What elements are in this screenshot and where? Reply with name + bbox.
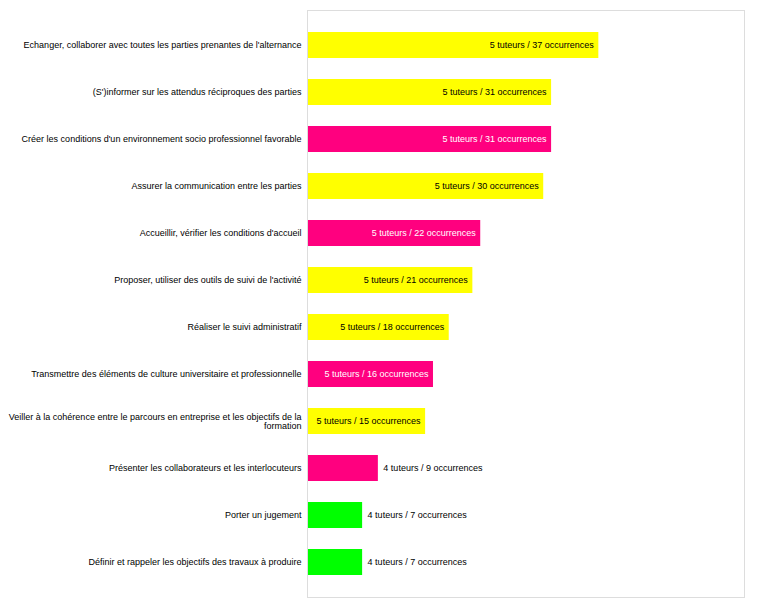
svg-text:(S')informer sur les attendus: (S')informer sur les attendus réciproque… xyxy=(93,87,302,97)
svg-text:5 tuteurs / 16 occurrences: 5 tuteurs / 16 occurrences xyxy=(324,369,429,379)
svg-text:Présenter les collaborateurs e: Présenter les collaborateurs et les inte… xyxy=(109,463,302,473)
svg-text:5 tuteurs / 31 occurrences: 5 tuteurs / 31 occurrences xyxy=(443,87,548,97)
svg-text:Veiller à la cohérence entre l: Veiller à la cohérence entre le parcours… xyxy=(9,412,302,431)
svg-text:Proposer, utiliser des outils: Proposer, utiliser des outils de suivi d… xyxy=(114,275,301,285)
svg-text:5 tuteurs / 30 occurrences: 5 tuteurs / 30 occurrences xyxy=(435,181,540,191)
svg-text:Porter un jugement: Porter un jugement xyxy=(225,510,302,520)
svg-text:5 tuteurs / 37 occurrences: 5 tuteurs / 37 occurrences xyxy=(490,40,595,50)
svg-text:Assurer la communication entre: Assurer la communication entre les parti… xyxy=(131,181,302,191)
svg-text:4 tuteurs / 9 occurrences: 4 tuteurs / 9 occurrences xyxy=(383,463,483,473)
svg-text:5 tuteurs / 22 occurrences: 5 tuteurs / 22 occurrences xyxy=(372,228,477,238)
svg-text:Réaliser le suivi administrati: Réaliser le suivi administratif xyxy=(187,322,302,332)
svg-text:5 tuteurs / 15 occurrences: 5 tuteurs / 15 occurrences xyxy=(317,416,422,426)
svg-text:Transmettre des éléments de cu: Transmettre des éléments de culture univ… xyxy=(31,369,301,379)
svg-text:4 tuteurs / 7 occurrences: 4 tuteurs / 7 occurrences xyxy=(368,510,468,520)
svg-text:5 tuteurs / 31 occurrences: 5 tuteurs / 31 occurrences xyxy=(443,134,548,144)
svg-text:Définir et rappeler les object: Définir et rappeler les objectifs des tr… xyxy=(88,557,301,567)
svg-text:Accueillir, vérifier les condi: Accueillir, vérifier les conditions d'ac… xyxy=(140,228,302,238)
svg-text:Echanger, collaborer avec tout: Echanger, collaborer avec toutes les par… xyxy=(24,40,302,50)
svg-text:5 tuteurs / 18 occurrences: 5 tuteurs / 18 occurrences xyxy=(340,322,445,332)
svg-text:4 tuteurs / 7 occurrences: 4 tuteurs / 7 occurrences xyxy=(368,557,468,567)
svg-text:5 tuteurs / 21 occurrences: 5 tuteurs / 21 occurrences xyxy=(364,275,469,285)
svg-text:Créer les conditions d'un envi: Créer les conditions d'un environnement … xyxy=(22,134,302,144)
